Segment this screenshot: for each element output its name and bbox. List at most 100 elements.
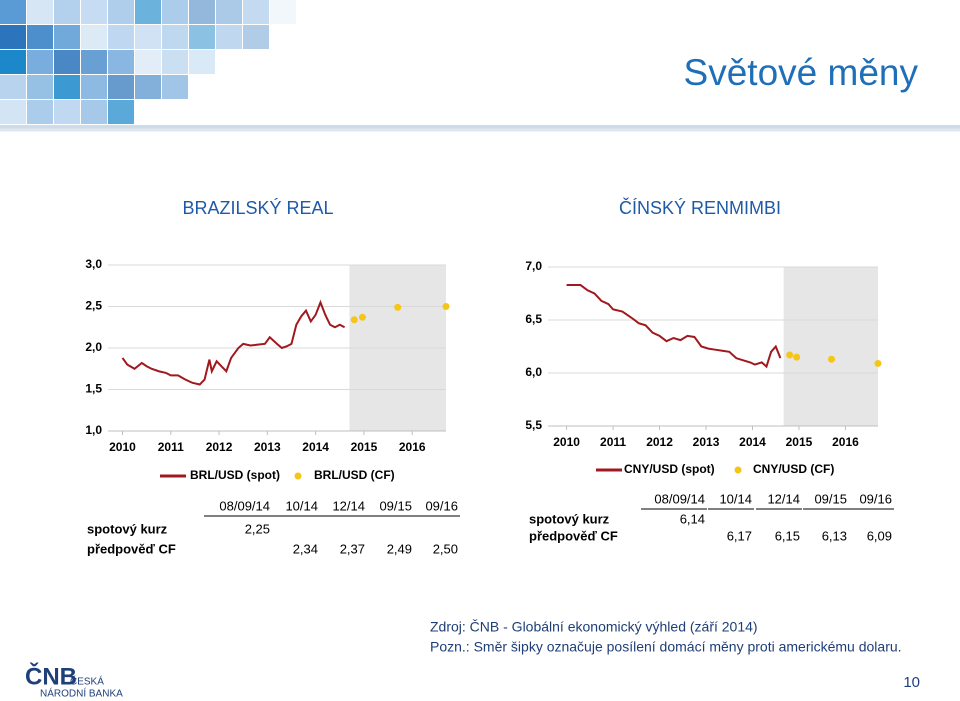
legend-swatch <box>734 466 742 474</box>
x-tick-label: 2010 <box>553 435 580 449</box>
forecast-point <box>394 303 402 311</box>
x-tick-label: 2016 <box>399 440 426 454</box>
page-number: 10 <box>903 674 920 691</box>
mosaic-tile <box>108 25 134 49</box>
table-cell: 2,25 <box>245 521 270 536</box>
legend-swatch <box>294 472 302 480</box>
mosaic-tile <box>162 50 188 74</box>
table-header: 12/14 <box>767 491 800 506</box>
source: Zdroj: ČNB - Globální ekonomický výhled … <box>430 619 758 635</box>
mosaic-tile <box>243 25 269 49</box>
mosaic-tile <box>27 50 53 74</box>
row-label: předpověď CF <box>87 541 176 556</box>
legend-label: CNY/USD (spot) <box>624 462 715 476</box>
table-header: 09/16 <box>859 491 892 506</box>
mosaic-tile <box>54 50 80 74</box>
note: Pozn.: Směr šipky označuje posílení domá… <box>430 639 902 655</box>
spot-line <box>121 299 346 386</box>
legend-label: BRL/USD (spot) <box>190 468 280 482</box>
table-cell: 6,17 <box>727 528 752 543</box>
x-tick-label: 2015 <box>786 435 813 449</box>
mosaic-tile <box>108 0 134 24</box>
mosaic-tile <box>81 100 107 124</box>
mosaic-tile <box>81 50 107 74</box>
mosaic-tile <box>0 0 26 24</box>
mosaic-tile <box>135 0 161 24</box>
y-tick-label: 3,0 <box>85 257 102 271</box>
table-cell: 6,13 <box>822 528 847 543</box>
table-header: 12/14 <box>332 498 365 513</box>
table-header: 09/15 <box>814 491 847 506</box>
spot-line <box>566 284 782 369</box>
mosaic-tile <box>54 75 80 99</box>
mosaic-tile <box>135 25 161 49</box>
table-cell: 2,34 <box>293 541 318 556</box>
table-cell: 2,50 <box>433 541 458 556</box>
mosaic-tile <box>216 0 242 24</box>
mosaic-tile <box>27 25 53 49</box>
mosaic-band <box>0 125 960 129</box>
table-header: 10/14 <box>285 498 318 513</box>
y-tick-label: 5,5 <box>525 418 542 432</box>
y-tick-label: 7,0 <box>525 259 542 273</box>
mosaic-tile <box>0 25 26 49</box>
chart-title: BRAZILSKÝ REAL <box>182 198 333 218</box>
y-tick-label: 1,0 <box>85 423 102 437</box>
y-tick-label: 6,0 <box>525 365 542 379</box>
mosaic-tile <box>162 75 188 99</box>
mosaic-tile <box>135 50 161 74</box>
y-tick-label: 2,0 <box>85 340 102 354</box>
logo-mark: ČNB <box>25 662 77 690</box>
forecast-point <box>442 303 450 310</box>
forecast-point <box>828 355 836 363</box>
y-tick-label: 1,5 <box>85 382 102 396</box>
mosaic-tile <box>270 0 296 24</box>
mosaic-tile <box>243 0 269 24</box>
logo-text: NÁRODNÍ BANKA <box>40 687 123 700</box>
x-tick-label: 2016 <box>832 435 859 449</box>
table-cell: 6,15 <box>775 528 800 543</box>
table-header: 08/09/14 <box>219 498 270 513</box>
x-tick-label: 2012 <box>206 440 233 454</box>
chart-title: ČÍNSKÝ RENMIMBI <box>619 197 781 218</box>
mosaic-tile <box>81 0 107 24</box>
mosaic-tile <box>108 100 134 124</box>
forecast-point <box>350 316 358 324</box>
x-tick-label: 2013 <box>693 435 720 449</box>
mosaic-tile <box>108 75 134 99</box>
forecast-point <box>786 351 794 359</box>
mosaic-tile <box>27 100 53 124</box>
row-label: předpověď CF <box>529 528 618 543</box>
table-cell: 2,37 <box>340 541 365 556</box>
y-tick-label: 6,5 <box>525 312 542 326</box>
x-tick-label: 2013 <box>254 440 281 454</box>
mosaic-tile <box>216 25 242 49</box>
x-tick-label: 2015 <box>351 440 378 454</box>
x-tick-label: 2012 <box>646 435 673 449</box>
table-header: 10/14 <box>719 491 752 506</box>
row-label: spotový kurz <box>87 521 168 536</box>
table-header: 08/09/14 <box>654 491 705 506</box>
mosaic-tile <box>27 0 53 24</box>
x-tick-label: 2011 <box>600 435 626 449</box>
y-tick-label: 2,5 <box>85 299 102 313</box>
table-header: 09/16 <box>425 498 458 513</box>
x-tick-label: 2010 <box>109 440 136 454</box>
forecast-point <box>358 313 366 321</box>
mosaic-tile <box>108 50 134 74</box>
mosaic-tile <box>54 0 80 24</box>
logo-text: ČESKÁ <box>70 675 104 688</box>
table-cell: 6,09 <box>867 528 892 543</box>
mosaic-tile <box>162 25 188 49</box>
mosaic-tile <box>27 75 53 99</box>
forecast-point <box>874 359 882 367</box>
mosaic-tile <box>0 75 26 99</box>
mosaic-tile <box>54 100 80 124</box>
forecast-point <box>793 353 801 361</box>
slide-title: Světové měny <box>684 52 919 93</box>
mosaic-tile <box>189 25 215 49</box>
row-label: spotový kurz <box>529 511 610 526</box>
mosaic-tile <box>0 100 26 124</box>
mosaic-tile <box>0 50 26 74</box>
x-tick-label: 2011 <box>158 440 184 454</box>
